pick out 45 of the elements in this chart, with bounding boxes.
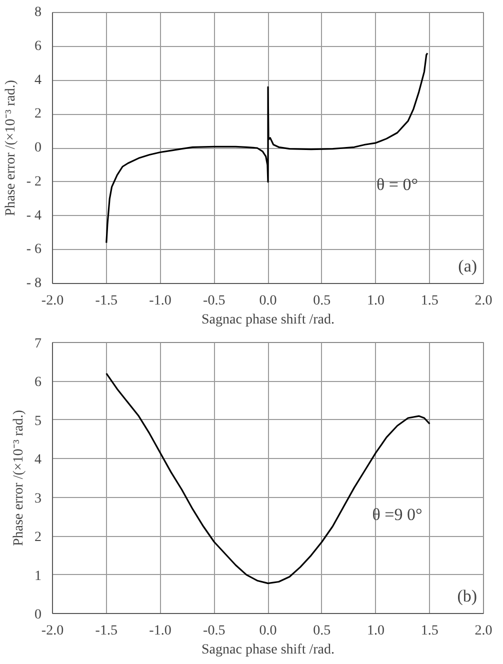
x-axis-title: Sagnac phase shift /rad. bbox=[202, 642, 334, 658]
annotation: θ = 0° bbox=[376, 175, 418, 194]
x-tick-label: 1.5 bbox=[420, 294, 438, 308]
x-tick-label: 0.0 bbox=[259, 624, 277, 638]
x-axis-title: Sagnac phase shift /rad. bbox=[202, 312, 334, 328]
x-tick-label: -1.0 bbox=[149, 624, 172, 638]
y-axis-title: Phase error /(×10⁻³ rad.) bbox=[12, 410, 26, 546]
x-tick-label: 0.0 bbox=[259, 294, 277, 308]
y-tick-label: - 6 bbox=[26, 242, 42, 258]
y-tick-label: 2 bbox=[34, 106, 42, 122]
line-series bbox=[106, 52, 428, 244]
x-tick-label: -1.0 bbox=[149, 294, 172, 308]
x-tick-label: -0.5 bbox=[203, 624, 226, 638]
x-tick-label: -0.5 bbox=[203, 294, 226, 308]
annotation: (a) bbox=[458, 256, 478, 276]
y-tick-label: 0 bbox=[34, 140, 42, 156]
x-tick-label: -2.0 bbox=[41, 624, 64, 638]
x-tick-label: 1.5 bbox=[420, 624, 438, 638]
x-tick-label: -1.5 bbox=[95, 624, 118, 638]
y-tick-label: 1 bbox=[34, 568, 42, 584]
x-tick-label: 2.0 bbox=[474, 294, 492, 308]
y-tick-label: 4 bbox=[34, 452, 42, 468]
y-tick-label: 6 bbox=[34, 38, 42, 54]
x-tick-label: -2.0 bbox=[41, 294, 64, 308]
y-tick-label: 2 bbox=[34, 530, 42, 546]
x-tick-label: 2.0 bbox=[474, 624, 492, 638]
x-tick-label: 0.5 bbox=[313, 294, 331, 308]
y-axis-title: Phase error /(×10⁻³ rad.) bbox=[3, 80, 18, 216]
y-tick-label: - 2 bbox=[26, 174, 42, 190]
y-tick-label: 6 bbox=[34, 375, 42, 390]
y-tick-label: 5 bbox=[34, 414, 42, 429]
annotation: (b) bbox=[457, 586, 478, 606]
y-tick-label: 0 bbox=[34, 608, 42, 622]
y-tick-label: - 8 bbox=[26, 276, 42, 291]
x-tick-label: 1.0 bbox=[367, 294, 384, 308]
y-tick-label: 3 bbox=[34, 491, 42, 506]
y-tick-label: 7 bbox=[34, 336, 42, 352]
y-tick-label: 8 bbox=[34, 5, 42, 20]
x-tick-label: -1.5 bbox=[95, 294, 118, 308]
y-tick-label: - 4 bbox=[26, 208, 42, 224]
annotation: θ =9 0° bbox=[372, 505, 422, 524]
y-tick-label: 4 bbox=[34, 72, 42, 88]
line-series bbox=[106, 372, 430, 584]
x-tick-label: 1.0 bbox=[367, 624, 384, 638]
x-tick-label: 0.5 bbox=[313, 624, 331, 638]
